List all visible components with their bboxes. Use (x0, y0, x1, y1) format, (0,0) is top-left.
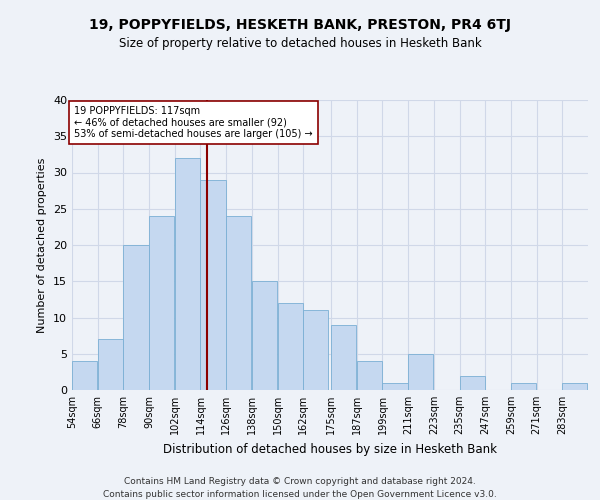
Y-axis label: Number of detached properties: Number of detached properties (37, 158, 47, 332)
Bar (303, 310, 328, 390)
Bar (124, 245, 149, 390)
Bar (382, 383, 407, 390)
Bar (511, 383, 536, 390)
Bar (98, 339, 123, 390)
Text: Distribution of detached houses by size in Hesketh Bank: Distribution of detached houses by size … (163, 442, 497, 456)
Bar (175, 158, 200, 390)
Text: Contains public sector information licensed under the Open Government Licence v3: Contains public sector information licen… (103, 490, 497, 499)
Text: Size of property relative to detached houses in Hesketh Bank: Size of property relative to detached ho… (119, 38, 481, 51)
Text: 19 POPPYFIELDS: 117sqm
← 46% of detached houses are smaller (92)
53% of semi-det: 19 POPPYFIELDS: 117sqm ← 46% of detached… (74, 106, 313, 139)
Bar (408, 354, 433, 390)
Bar (357, 361, 382, 390)
Bar (200, 180, 226, 390)
Text: 19, POPPYFIELDS, HESKETH BANK, PRESTON, PR4 6TJ: 19, POPPYFIELDS, HESKETH BANK, PRESTON, … (89, 18, 511, 32)
Bar (226, 216, 251, 390)
Bar (72, 361, 97, 390)
Bar (331, 325, 356, 390)
Bar (562, 383, 587, 390)
Bar (460, 376, 485, 390)
Bar (252, 281, 277, 390)
Text: Contains HM Land Registry data © Crown copyright and database right 2024.: Contains HM Land Registry data © Crown c… (124, 478, 476, 486)
Bar (278, 303, 303, 390)
Bar (149, 216, 174, 390)
